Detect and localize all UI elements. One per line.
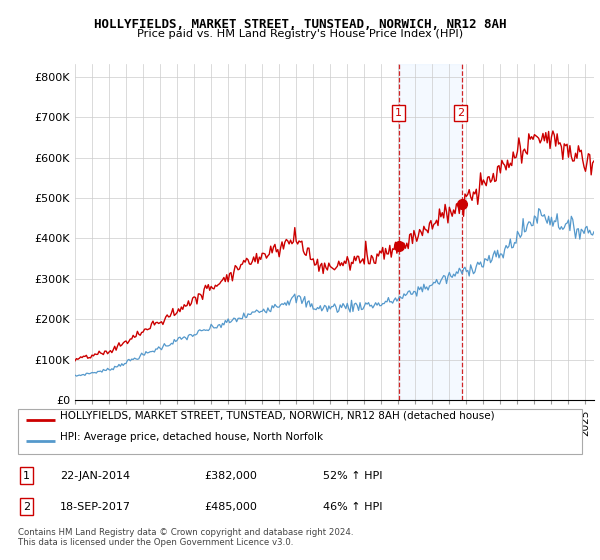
- Text: 22-JAN-2014: 22-JAN-2014: [60, 470, 130, 480]
- FancyBboxPatch shape: [18, 409, 582, 454]
- Text: HOLLYFIELDS, MARKET STREET, TUNSTEAD, NORWICH, NR12 8AH: HOLLYFIELDS, MARKET STREET, TUNSTEAD, NO…: [94, 18, 506, 31]
- Text: HOLLYFIELDS, MARKET STREET, TUNSTEAD, NORWICH, NR12 8AH (detached house): HOLLYFIELDS, MARKET STREET, TUNSTEAD, NO…: [60, 411, 495, 421]
- Text: £382,000: £382,000: [204, 470, 257, 480]
- Text: 1: 1: [23, 470, 30, 480]
- Text: 46% ↑ HPI: 46% ↑ HPI: [323, 502, 382, 512]
- Text: 2: 2: [23, 502, 30, 512]
- Text: 52% ↑ HPI: 52% ↑ HPI: [323, 470, 382, 480]
- Text: Price paid vs. HM Land Registry's House Price Index (HPI): Price paid vs. HM Land Registry's House …: [137, 29, 463, 39]
- Text: HPI: Average price, detached house, North Norfolk: HPI: Average price, detached house, Nort…: [60, 432, 323, 442]
- Text: Contains HM Land Registry data © Crown copyright and database right 2024.
This d: Contains HM Land Registry data © Crown c…: [18, 528, 353, 547]
- Text: 18-SEP-2017: 18-SEP-2017: [60, 502, 131, 512]
- Text: £485,000: £485,000: [204, 502, 257, 512]
- Bar: [400, 64, 461, 400]
- Text: 1: 1: [395, 108, 402, 118]
- Text: 2: 2: [457, 108, 464, 118]
